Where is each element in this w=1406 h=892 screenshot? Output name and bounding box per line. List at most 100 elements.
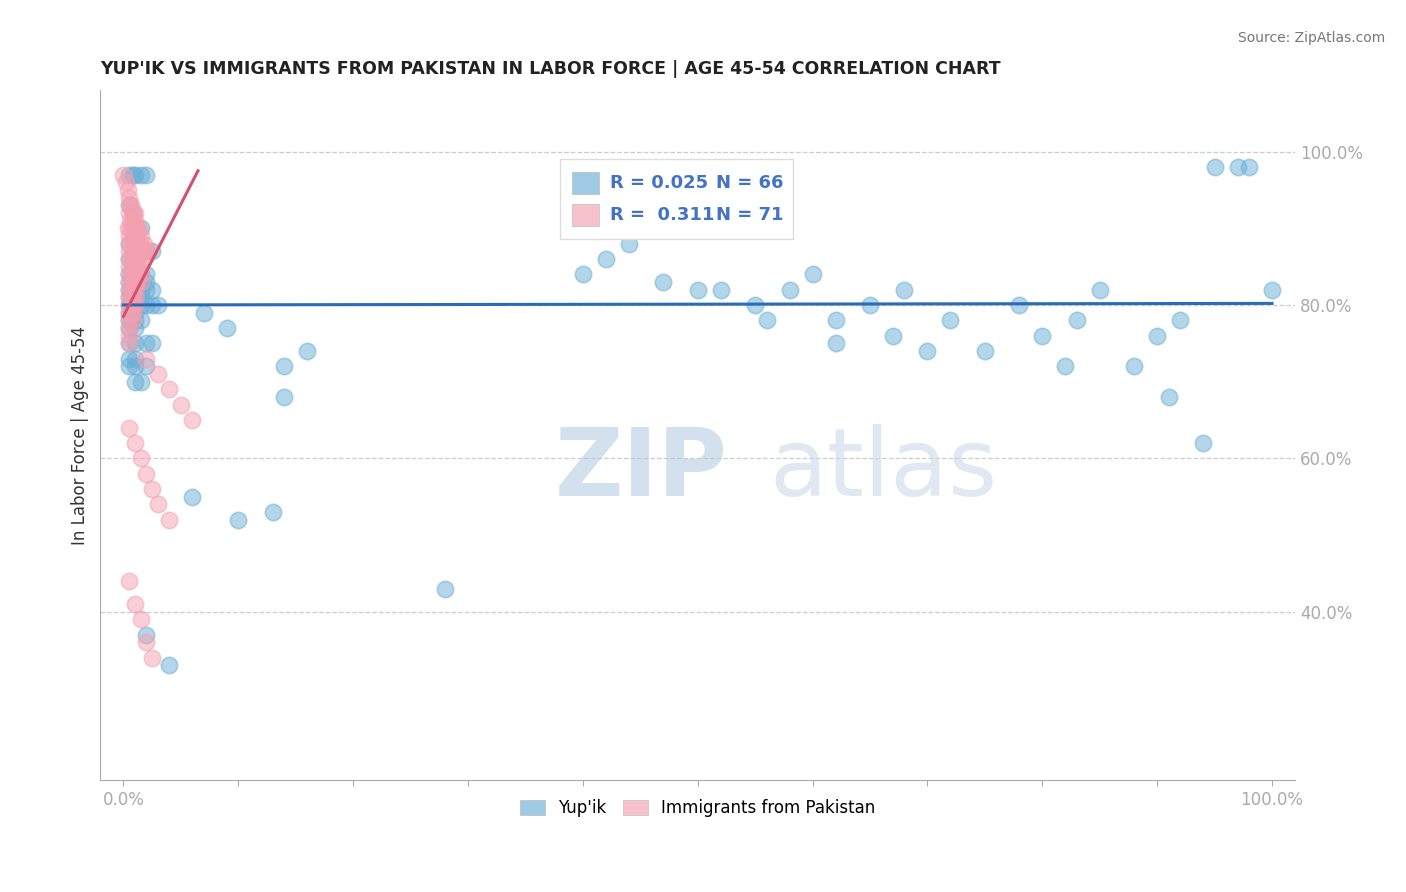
Point <box>124 275 146 289</box>
Point <box>1261 283 1284 297</box>
Point <box>121 298 143 312</box>
Point <box>124 283 146 297</box>
Text: R =  0.311: R = 0.311 <box>610 206 714 224</box>
Point <box>124 252 146 266</box>
Point <box>124 206 146 220</box>
Point <box>124 375 146 389</box>
Point <box>124 213 146 227</box>
Point <box>135 351 157 366</box>
Point <box>118 420 141 434</box>
Point <box>112 168 135 182</box>
Point <box>127 229 149 244</box>
Point <box>124 597 146 611</box>
Point <box>181 413 204 427</box>
Point <box>146 497 169 511</box>
Point <box>1146 328 1168 343</box>
Point <box>124 244 146 259</box>
Point <box>118 290 141 304</box>
Point <box>124 229 146 244</box>
Point <box>121 236 143 251</box>
Point <box>262 505 284 519</box>
Point <box>118 283 141 297</box>
Point <box>121 213 143 227</box>
Point <box>124 359 146 374</box>
Point <box>135 467 157 481</box>
Point <box>595 252 617 266</box>
Text: atlas: atlas <box>769 424 998 516</box>
Point <box>121 206 143 220</box>
Point <box>124 168 146 182</box>
Point <box>118 252 141 266</box>
Point <box>118 275 141 289</box>
Point <box>652 275 675 289</box>
Point <box>118 267 141 281</box>
Point <box>170 398 193 412</box>
Point <box>124 351 146 366</box>
Point <box>124 290 146 304</box>
Point <box>121 260 143 274</box>
Bar <box>572 171 599 194</box>
Point <box>135 168 157 182</box>
Point <box>132 244 155 259</box>
Point <box>124 298 146 312</box>
Point <box>572 267 595 281</box>
Point <box>135 283 157 297</box>
Point <box>114 175 136 189</box>
Point <box>120 221 142 235</box>
Point <box>917 343 939 358</box>
Point <box>129 244 152 259</box>
Point <box>127 236 149 251</box>
Point <box>141 336 163 351</box>
Point <box>132 236 155 251</box>
Text: R = 0.025: R = 0.025 <box>610 174 709 192</box>
Point <box>124 313 146 327</box>
Point <box>1204 160 1226 174</box>
Point <box>1088 283 1111 297</box>
Point <box>124 221 146 235</box>
Point <box>129 290 152 304</box>
Point <box>118 283 141 297</box>
Point <box>215 321 238 335</box>
Point <box>121 252 143 266</box>
Point <box>118 313 141 327</box>
Point <box>120 198 142 212</box>
Text: N = 66: N = 66 <box>716 174 783 192</box>
Point <box>273 359 295 374</box>
Point <box>129 275 152 289</box>
Point <box>124 244 146 259</box>
Point <box>124 436 146 450</box>
Point <box>118 206 141 220</box>
Point <box>128 221 150 235</box>
Point <box>118 336 141 351</box>
Point <box>118 198 141 212</box>
Point <box>141 298 163 312</box>
Point <box>1192 436 1215 450</box>
Point <box>127 252 149 266</box>
Point <box>1066 313 1088 327</box>
Text: YUP'IK VS IMMIGRANTS FROM PAKISTAN IN LABOR FORCE | AGE 45-54 CORRELATION CHART: YUP'IK VS IMMIGRANTS FROM PAKISTAN IN LA… <box>100 60 1001 78</box>
Point <box>127 267 149 281</box>
Point <box>118 252 141 266</box>
Point <box>121 168 143 182</box>
Point <box>135 298 157 312</box>
Point <box>135 244 157 259</box>
Point <box>124 267 146 281</box>
Point <box>118 328 141 343</box>
Point <box>859 298 882 312</box>
FancyBboxPatch shape <box>561 160 793 239</box>
Point <box>1168 313 1191 327</box>
Point <box>882 328 904 343</box>
Point <box>121 229 143 244</box>
Point <box>146 298 169 312</box>
Point <box>129 375 152 389</box>
Point <box>686 283 709 297</box>
Point <box>124 236 146 251</box>
Point <box>129 244 152 259</box>
Point <box>1123 359 1146 374</box>
Point <box>121 275 143 289</box>
Point <box>129 221 152 235</box>
Point <box>129 298 152 312</box>
Point <box>710 283 733 297</box>
Text: Source: ZipAtlas.com: Source: ZipAtlas.com <box>1237 31 1385 45</box>
Point <box>1157 390 1180 404</box>
